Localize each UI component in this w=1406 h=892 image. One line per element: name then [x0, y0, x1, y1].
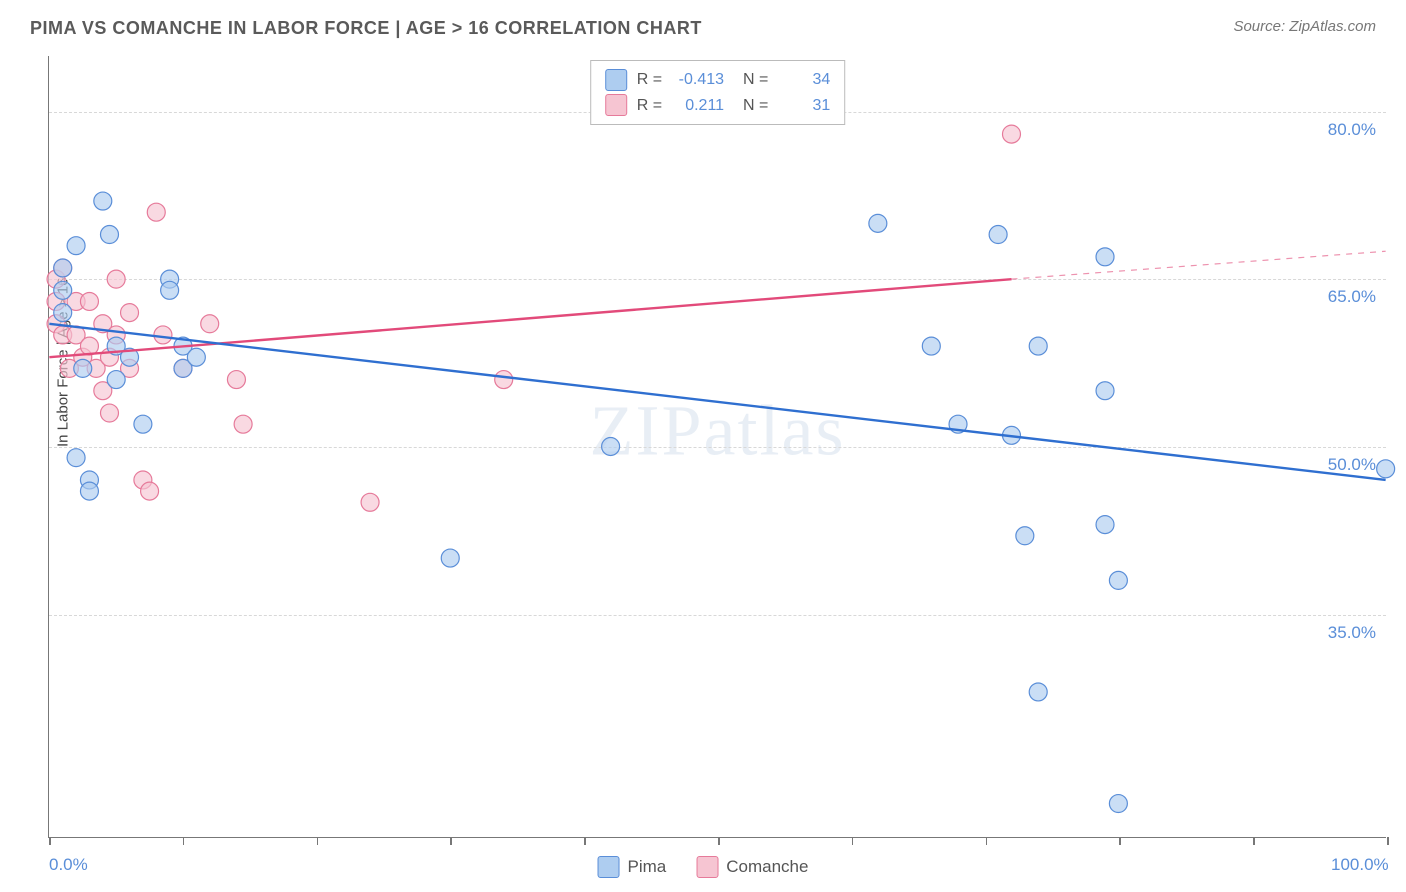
- data-point: [187, 348, 205, 366]
- data-point: [80, 292, 98, 310]
- x-tick: [317, 837, 319, 845]
- trend-line: [49, 324, 1385, 480]
- data-point: [234, 415, 252, 433]
- data-point: [922, 337, 940, 355]
- data-point: [147, 203, 165, 221]
- data-point: [602, 438, 620, 456]
- data-point: [989, 226, 1007, 244]
- x-tick: [1253, 837, 1255, 845]
- data-point: [101, 404, 119, 422]
- data-point: [1109, 571, 1127, 589]
- comanche-swatch-icon: [696, 856, 718, 878]
- data-point: [1002, 125, 1020, 143]
- x-tick: [450, 837, 452, 845]
- x-tick: [1387, 837, 1389, 845]
- data-point: [1096, 248, 1114, 266]
- pima-swatch-icon: [598, 856, 620, 878]
- x-tick: [852, 837, 854, 845]
- data-point: [361, 493, 379, 511]
- data-point: [107, 270, 125, 288]
- data-point: [54, 281, 72, 299]
- data-point: [227, 371, 245, 389]
- data-point: [869, 214, 887, 232]
- chart-title: PIMA VS COMANCHE IN LABOR FORCE | AGE > …: [30, 18, 702, 39]
- data-point: [1377, 460, 1395, 478]
- data-point: [134, 415, 152, 433]
- comanche-label: Comanche: [726, 857, 808, 877]
- data-point: [67, 449, 85, 467]
- data-point: [1109, 795, 1127, 813]
- x-tick: [718, 837, 720, 845]
- data-point: [201, 315, 219, 333]
- x-tick: [1119, 837, 1121, 845]
- legend-item-pima: Pima: [598, 856, 667, 878]
- data-point: [67, 237, 85, 255]
- data-point: [94, 192, 112, 210]
- data-point: [161, 281, 179, 299]
- x-tick: [49, 837, 51, 845]
- data-point: [107, 371, 125, 389]
- trend-line: [49, 279, 1011, 357]
- data-point: [54, 304, 72, 322]
- data-point: [54, 259, 72, 277]
- x-tick-label: 100.0%: [1331, 855, 1389, 875]
- data-point: [141, 482, 159, 500]
- x-tick: [986, 837, 988, 845]
- x-tick-label: 0.0%: [49, 855, 88, 875]
- source-attribution: Source: ZipAtlas.com: [1233, 18, 1376, 35]
- data-point: [80, 482, 98, 500]
- scatter-svg: [49, 56, 1386, 837]
- x-tick: [584, 837, 586, 845]
- data-point: [1096, 516, 1114, 534]
- data-point: [1029, 337, 1047, 355]
- data-point: [74, 359, 92, 377]
- data-point: [1096, 382, 1114, 400]
- data-point: [101, 226, 119, 244]
- trend-line-extrapolated: [1011, 251, 1385, 279]
- data-point: [441, 549, 459, 567]
- pima-label: Pima: [628, 857, 667, 877]
- data-point: [154, 326, 172, 344]
- x-tick: [183, 837, 185, 845]
- series-legend: Pima Comanche: [598, 856, 809, 878]
- data-point: [1016, 527, 1034, 545]
- data-point: [121, 304, 139, 322]
- legend-item-comanche: Comanche: [696, 856, 808, 878]
- data-point: [495, 371, 513, 389]
- plot-area: In Labor Force | Age > 16 ZIPatlas 35.0%…: [48, 56, 1386, 838]
- data-point: [1029, 683, 1047, 701]
